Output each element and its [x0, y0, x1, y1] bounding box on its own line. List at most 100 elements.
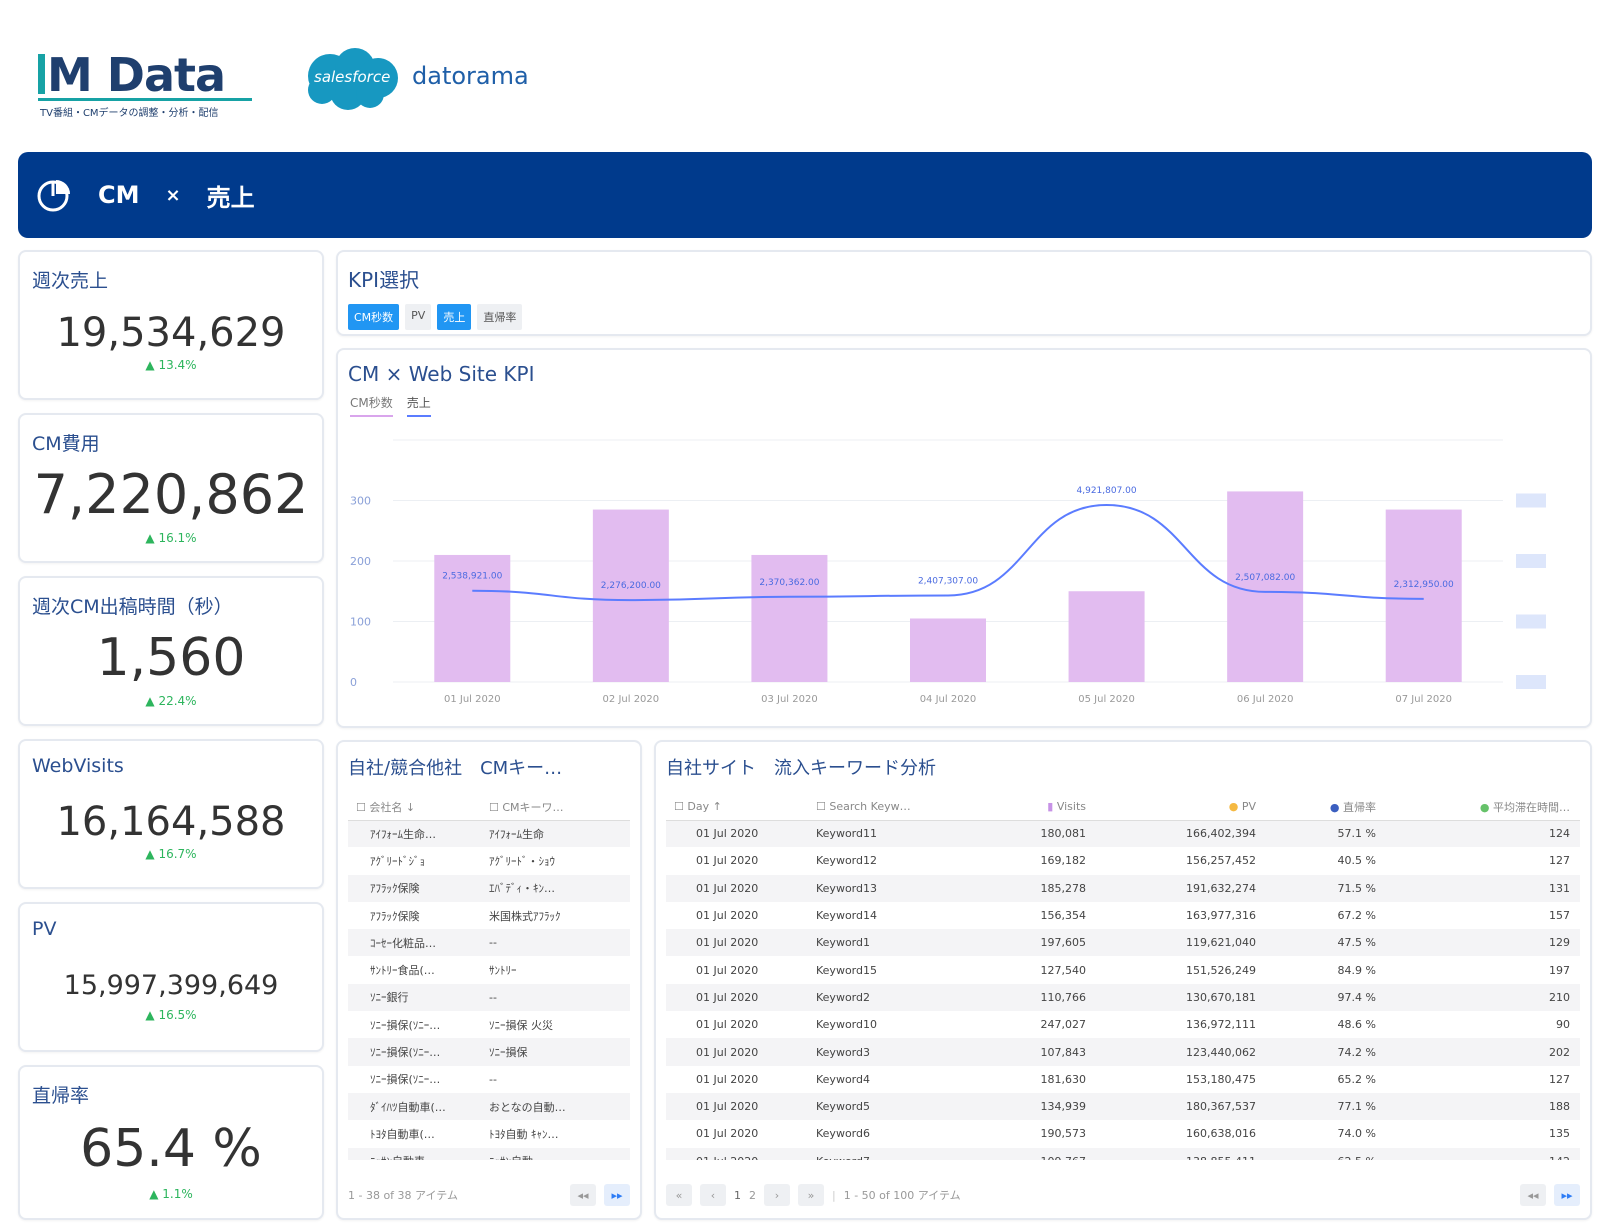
table-row[interactable]: 01 Jul 2020 Keyword1 197,605 119,621,040 47.… — [666, 929, 1580, 957]
table-row[interactable]: ｺｰｾｰ化粧品… -- — [348, 929, 630, 957]
table-row[interactable]: 01 Jul 2020 Keyword13 185,278 191,632,274 71… — [666, 874, 1580, 902]
column-header-company[interactable]: ☐ 会社名 ↓ — [348, 794, 489, 821]
table-cell: 151,526,249 — [1186, 963, 1256, 977]
table-cell: ｺｰｾｰ化粧品… — [348, 929, 489, 957]
table-row[interactable]: ｿﾆｰ損保(ｿﾆｰ… ｿﾆｰ損保 火災 — [348, 1011, 630, 1038]
table-cell: ｿﾆｰ損保(ｿﾆｰ… — [348, 1038, 489, 1066]
table-row[interactable]: 01 Jul 2020 Keyword4 181,630 153,180,475 65.… — [666, 1066, 1580, 1093]
right-axis-marker — [1516, 614, 1546, 629]
page-2[interactable]: 2 — [749, 1188, 756, 1202]
legend-item-cm-seconds[interactable]: CM秒数 — [350, 394, 393, 417]
table-cell: Keyword4 — [816, 1072, 870, 1086]
table-row[interactable]: 01 Jul 2020 Keyword11 180,081 166,402,394 57… — [666, 820, 1580, 848]
page-title: CM × 売上 — [98, 178, 255, 213]
table-cell: 127 — [1549, 854, 1570, 868]
expand-icon[interactable]: ▸▸ — [1554, 1184, 1580, 1206]
table-row[interactable]: 01 Jul 2020 Keyword6 190,573 160,638,016 74.… — [666, 1120, 1580, 1147]
bar — [751, 554, 828, 682]
legend-item-sales[interactable]: 売上 — [406, 394, 431, 417]
table-cell: 181,630 — [1040, 1072, 1087, 1086]
competitor-table-footer: 1 - 38 of 38 アイテム ◂◂ ▸▸ — [348, 1182, 630, 1208]
table-row[interactable]: 01 Jul 2020 Keyword14 156,354 163,977,316 67… — [666, 902, 1580, 929]
logo-area: M Data TV番組・CMデータの調整・分析・配信 salesforce da… — [38, 40, 578, 130]
table-cell: ｻﾝﾄﾘｰ食品(… — [370, 964, 435, 978]
kpi-value: 1,560 — [96, 628, 246, 688]
competitor-table-wrap: ☐ 会社名 ↓ ☐ CMキーワ… ｱｲﾌｫｰﾑ生命… ｱｲﾌｫｰﾑ生命 ｱｸﾞﾘｰﾄ… — [348, 794, 630, 1160]
first-page-icon[interactable]: « — [666, 1184, 692, 1206]
table-row[interactable]: 01 Jul 2020 Keyword12 169,182 156,257,452 40… — [666, 847, 1580, 874]
column-header-cm-keyword[interactable]: ☐ CMキーワ… — [489, 794, 630, 821]
table-row[interactable]: ﾀﾞｲﾊﾂ自動車(… おとなの自動… — [348, 1092, 630, 1121]
kpi-chip-sales[interactable]: 売上 — [437, 304, 472, 330]
prev-page-icon[interactable]: ‹ — [700, 1184, 726, 1206]
kpi-chip-bounce-rate[interactable]: 直帰率 — [477, 304, 523, 330]
table-row[interactable]: 01 Jul 2020 Keyword5 134,939 180,367,537 77.… — [666, 1092, 1580, 1121]
x-tick-label: 05 Jul 2020 — [1078, 694, 1135, 705]
table-row[interactable]: ｱﾌﾗｯｸ保険 ｴﾊﾞﾃﾞｨ・ｷﾝ… — [348, 874, 630, 902]
table-row[interactable]: ｿﾆｰ銀行 -- — [348, 983, 630, 1012]
y-tick-label: 100 — [350, 616, 371, 629]
table-cell: Keyword12 — [816, 854, 877, 868]
kpi-chip-pv[interactable]: PV — [405, 304, 432, 330]
bar — [1385, 509, 1462, 682]
table-row[interactable]: 01 Jul 2020 Keyword15 127,540 151,526,249 84… — [666, 956, 1580, 983]
table-row[interactable]: ｱｸﾞﾘｰﾄﾞｼﾞｮ ｱｸﾞﾘｰﾄﾞ・ｼｮｳ — [348, 847, 630, 874]
table-row[interactable]: ｻﾝﾄﾘｰ食品(… ｻﾝﾄﾘｰ — [348, 956, 630, 983]
kpi-value: 7,220,862 — [33, 463, 309, 526]
table-row[interactable]: ｿﾆｰ損保(ｿﾆｰ… ｿﾆｰ損保 — [348, 1038, 630, 1066]
salesforce-cloud-icon — [308, 48, 398, 110]
column-header-visits[interactable]: ▮ Visits — [986, 794, 1096, 821]
table-row[interactable]: 01 Jul 2020 Keyword3 107,843 123,440,062 74.… — [666, 1038, 1580, 1066]
table-row[interactable]: ﾆｯｻﾝ自動車ﾆｯｻﾝ自動 — [348, 1147, 630, 1160]
keyword-table: ☐ Day ↑ ☐ Search Keyw… ▮ Visits ● PV ● 直… — [666, 794, 1580, 1160]
table-cell: ﾆｯｻﾝ自動車 — [348, 1147, 489, 1160]
table-row[interactable]: ｿﾆｰ損保(ｿﾆｰ… -- — [348, 1066, 630, 1093]
table-cell: 65.2 % — [1337, 1072, 1376, 1086]
table-cell: 124 — [1386, 820, 1580, 848]
column-header-avg-time[interactable]: ● 平均滞在時間… — [1386, 794, 1580, 821]
imdata-logo: M Data TV番組・CMデータの調整・分析・配信 — [38, 48, 258, 128]
table-row[interactable]: ｱﾌﾗｯｸ保険 米国株式ｱﾌﾗｯｸ — [348, 902, 630, 929]
table-cell: 01 Jul 2020 — [666, 1038, 816, 1066]
keyword-table-wrap: ☐ Day ↑ ☐ Search Keyw… ▮ Visits ● PV ● 直… — [666, 794, 1580, 1160]
keyword-table-footer: « ‹ 1 2 › » | 1 - 50 of 100 アイテム ◂◂ ▸▸ — [666, 1182, 1580, 1208]
table-row[interactable]: ﾄﾖﾀ自動車(… ﾄﾖﾀ自動 ｷｬﾝ… — [348, 1120, 630, 1147]
table-row[interactable]: 01 Jul 2020 Keyword2 110,766 130,670,181 97.… — [666, 983, 1580, 1012]
column-header-bounce-rate[interactable]: ● 直帰率 — [1266, 794, 1386, 821]
kpi-delta: ▲ 16.5% — [145, 1008, 197, 1022]
data-label: 2,312,950.00 — [1394, 580, 1454, 590]
column-header-keyword[interactable]: ☐ Search Keyw… — [816, 794, 986, 821]
table-cell: 90 — [1556, 1018, 1570, 1032]
table-cell: 188 — [1386, 1092, 1580, 1121]
table-cell: Keyword15 — [816, 963, 877, 977]
table-cell: 210 — [1386, 983, 1580, 1012]
kpi-chip-cm-seconds[interactable]: CM秒数 — [348, 304, 400, 330]
item-count: 1 - 38 of 38 アイテム — [348, 1189, 458, 1202]
expand-icon[interactable]: ▸▸ — [604, 1184, 630, 1206]
table-cell: -- — [489, 983, 630, 1012]
kpi-card-weekly-sales: 週次売上 19,534,629 ▲ 13.4% — [18, 250, 324, 400]
table-cell: 48.6 % — [1337, 1018, 1376, 1032]
page-1[interactable]: 1 — [734, 1188, 741, 1202]
table-row[interactable]: 01 Jul 2020Keyword7109,767138,855,41162.… — [666, 1147, 1580, 1160]
column-header-pv[interactable]: ● PV — [1096, 794, 1266, 821]
last-page-icon[interactable]: » — [798, 1184, 824, 1206]
table-row[interactable]: 01 Jul 2020 Keyword10 247,027 136,972,111 48… — [666, 1011, 1580, 1038]
table-cell: 123,440,062 — [1096, 1038, 1266, 1066]
table-row[interactable]: ｱｲﾌｫｰﾑ生命… ｱｲﾌｫｰﾑ生命 — [348, 820, 630, 848]
table-cell: 107,843 — [986, 1038, 1096, 1066]
table-cell: Keyword11 — [816, 820, 986, 848]
collapse-icon[interactable]: ◂◂ — [570, 1184, 596, 1206]
kpi-delta: ▲ 1.1% — [149, 1187, 193, 1201]
table-cell: -- — [489, 929, 630, 957]
collapse-icon[interactable]: ◂◂ — [1520, 1184, 1546, 1206]
table-cell: 180,081 — [986, 820, 1096, 848]
next-page-icon[interactable]: › — [764, 1184, 790, 1206]
table-cell: Keyword14 — [816, 909, 877, 923]
table-cell: ｱｲﾌｫｰﾑ生命… — [348, 820, 489, 848]
column-header-day[interactable]: ☐ Day ↑ — [666, 794, 816, 821]
x-tick-label: 06 Jul 2020 — [1237, 694, 1294, 705]
x-tick-label: 02 Jul 2020 — [603, 694, 660, 705]
table-cell: 180,367,537 — [1096, 1092, 1266, 1121]
table-cell: 190,573 — [1040, 1127, 1087, 1141]
